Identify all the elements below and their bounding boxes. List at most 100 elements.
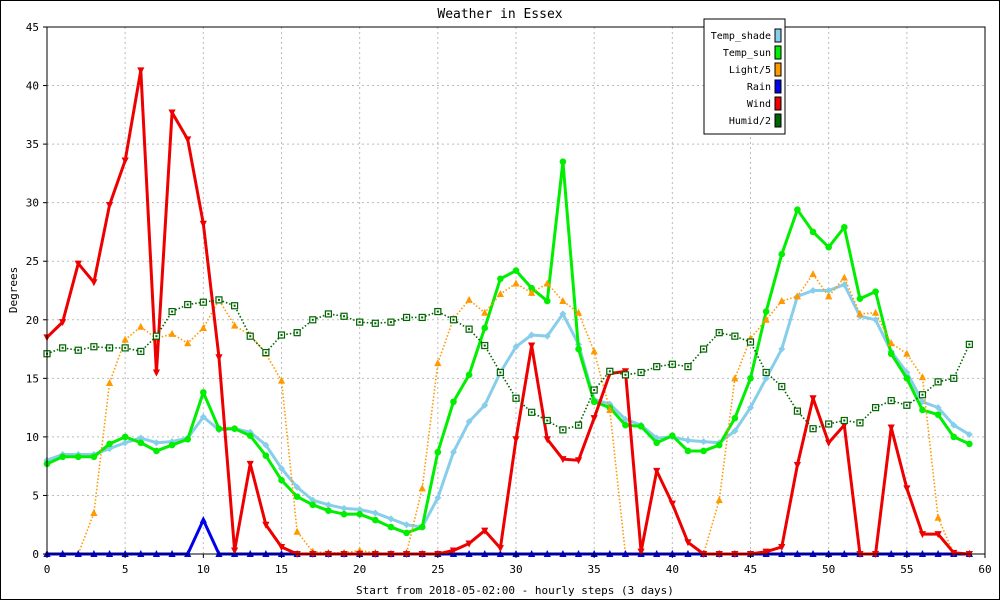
data-point-temp-sun — [669, 432, 676, 440]
data-point-humid-2-center — [421, 316, 424, 319]
data-point-humid-2-center — [405, 316, 408, 319]
x-tick-label: 45 — [744, 563, 757, 576]
data-point-wind — [277, 543, 286, 551]
data-point-wind — [246, 460, 254, 468]
data-point-light-5 — [918, 373, 927, 381]
data-point-humid-2-center — [374, 322, 377, 325]
data-point-humid-2-center — [280, 334, 283, 337]
data-point-temp-sun — [137, 439, 145, 447]
data-point-light-5 — [90, 509, 98, 517]
data-point-humid-2-center — [139, 350, 142, 353]
data-point-temp-shade — [481, 401, 489, 409]
legend-swatch-temp-sun — [774, 45, 782, 60]
data-point-temp-shade — [778, 345, 786, 353]
y-tick-label: 45 — [26, 21, 39, 34]
data-point-temp-shade — [121, 439, 129, 447]
data-point-light-5 — [465, 295, 473, 303]
data-point-temp-shade — [356, 505, 364, 513]
data-point-temp-sun — [825, 243, 832, 251]
data-point-humid-2-center — [765, 371, 768, 374]
data-point-temp-sun — [497, 275, 504, 283]
data-point-light-5 — [543, 279, 551, 287]
data-point-temp-shade — [465, 418, 473, 426]
data-point-humid-2-center — [108, 346, 111, 349]
data-point-temp-sun — [278, 476, 285, 484]
data-point-light-5 — [231, 321, 239, 329]
legend-swatch-wind — [774, 96, 782, 111]
data-point-temp-shade — [512, 343, 520, 351]
data-point-temp-sun — [340, 510, 348, 518]
data-point-light-5 — [715, 496, 723, 504]
data-point-temp-sun — [403, 529, 410, 537]
data-point-temp-sun — [106, 440, 113, 448]
data-point-temp-shade — [543, 332, 551, 340]
data-point-light-5 — [934, 513, 942, 521]
data-point-humid-2-center — [624, 373, 627, 376]
series-line-wind — [45, 68, 970, 556]
data-point-humid-2-center — [874, 406, 877, 409]
data-point-light-5 — [793, 292, 801, 300]
data-point-humid-2-center — [796, 410, 799, 413]
data-point-humid-2-center — [296, 331, 299, 334]
data-point-humid-2-center — [640, 371, 643, 374]
data-point-temp-sun — [481, 324, 489, 332]
data-point-temp-sun — [794, 206, 801, 213]
y-tick-label: 35 — [26, 138, 39, 151]
data-point-humid-2-center — [499, 371, 502, 374]
data-point-temp-shade — [293, 483, 301, 491]
data-point-wind — [918, 531, 927, 539]
data-point-wind — [684, 539, 692, 547]
data-point-wind — [449, 547, 458, 555]
data-point-light-5 — [434, 359, 442, 367]
data-point-temp-shade — [825, 287, 833, 294]
data-point-temp-shade — [262, 441, 270, 449]
data-point-temp-sun — [700, 447, 707, 455]
x-tick-label: 20 — [353, 563, 366, 576]
data-point-temp-shade — [309, 496, 317, 504]
data-point-light-5 — [293, 527, 301, 535]
data-point-temp-sun — [121, 433, 129, 441]
y-tick-label: 10 — [26, 431, 39, 444]
legend-swatch-humid-2 — [774, 113, 782, 128]
legend-label-rain: Rain — [747, 82, 771, 93]
x-tick-label: 50 — [822, 563, 835, 576]
legend-box — [703, 18, 786, 135]
data-point-humid-2-center — [671, 363, 674, 366]
data-point-light-5 — [856, 309, 864, 317]
data-point-light-5 — [871, 308, 880, 316]
data-point-light-5 — [105, 379, 114, 387]
data-point-wind — [590, 415, 598, 423]
data-point-temp-shade — [371, 509, 379, 517]
data-point-wind — [121, 157, 129, 165]
legend-label-temp-sun: Temp_sun — [723, 48, 771, 59]
data-point-humid-2-center — [389, 321, 392, 324]
y-tick-label: 40 — [26, 80, 39, 93]
data-point-temp-sun — [372, 516, 379, 524]
legend: Temp_shade Temp_sun Light/5 Rain Wind Humid/2 — [703, 18, 786, 135]
data-point-light-5 — [825, 292, 833, 300]
data-point-temp-sun — [559, 158, 567, 165]
data-point-wind — [793, 461, 801, 469]
data-point-light-5 — [121, 335, 129, 343]
data-point-wind — [105, 202, 114, 210]
data-point-temp-sun — [903, 375, 911, 382]
data-point-light-5 — [606, 405, 614, 413]
data-point-humid-2-center — [952, 377, 955, 380]
data-point-wind — [950, 549, 958, 557]
data-point-temp-sun — [543, 297, 551, 305]
data-point-wind — [481, 527, 489, 535]
data-point-temp-shade — [700, 438, 708, 446]
series-humid-2 — [43, 296, 973, 434]
x-tick-label: 10 — [197, 563, 210, 576]
data-point-temp-shade — [528, 331, 536, 339]
data-point-temp-sun — [325, 507, 332, 514]
data-point-light-5 — [496, 290, 504, 298]
data-point-wind — [762, 548, 770, 556]
data-point-temp-shade — [387, 515, 395, 523]
data-point-temp-shade — [278, 465, 285, 473]
data-point-humid-2-center — [968, 343, 971, 346]
data-point-light-5 — [840, 273, 848, 281]
data-point-temp-shade — [403, 521, 411, 529]
data-point-light-5 — [809, 270, 817, 278]
data-point-wind — [559, 456, 567, 464]
